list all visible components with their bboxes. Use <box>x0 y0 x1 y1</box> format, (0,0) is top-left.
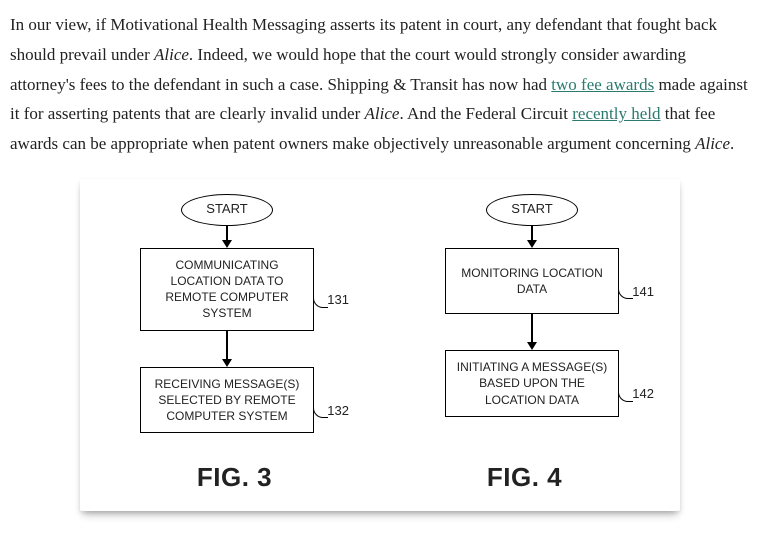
article-paragraph: In our view, if Motivational Health Mess… <box>10 10 749 159</box>
process-box: INITIATING A MESSAGE(S) BASED UPON THE L… <box>445 350 619 417</box>
reference-number: 131 <box>327 289 349 312</box>
figure-label: FIG. 3 <box>197 455 272 501</box>
process-box: COMMUNICATING LOCATION DATA TO REMOTE CO… <box>140 248 314 331</box>
arrow-icon <box>222 226 232 248</box>
reference-number: 142 <box>632 383 654 406</box>
text-segment: . And the Federal Circuit <box>399 104 572 123</box>
reference-connector <box>313 293 328 308</box>
process-step: RECEIVING MESSAGE(S) SELECTED BY REMOTE … <box>140 367 314 434</box>
arrow-icon <box>527 226 537 248</box>
reference-number: 132 <box>327 400 349 423</box>
start-node: START <box>486 194 578 226</box>
case-name: Alice <box>695 134 730 153</box>
case-name: Alice <box>365 104 400 123</box>
flowchart-fig3: START COMMUNICATING LOCATION DATA TO REM… <box>140 194 314 433</box>
flowcharts-row: START COMMUNICATING LOCATION DATA TO REM… <box>90 194 670 433</box>
link-two-fee-awards[interactable]: two fee awards <box>551 75 654 94</box>
process-step: INITIATING A MESSAGE(S) BASED UPON THE L… <box>445 350 619 417</box>
reference-connector <box>313 403 328 418</box>
patent-figure: START COMMUNICATING LOCATION DATA TO REM… <box>80 179 680 511</box>
reference-number: 141 <box>632 281 654 304</box>
link-recently-held[interactable]: recently held <box>572 104 660 123</box>
flowchart-fig4: START MONITORING LOCATION DATA 141 INITI… <box>445 194 619 433</box>
process-step: MONITORING LOCATION DATA 141 <box>445 248 619 314</box>
process-box: MONITORING LOCATION DATA <box>445 248 619 314</box>
text-segment: . <box>730 134 734 153</box>
arrow-icon <box>527 314 537 350</box>
arrow-icon <box>222 331 232 367</box>
reference-connector <box>618 387 633 402</box>
start-node: START <box>181 194 273 226</box>
process-step: COMMUNICATING LOCATION DATA TO REMOTE CO… <box>140 248 314 331</box>
case-name: Alice <box>154 45 189 64</box>
figure-labels-row: FIG. 3 FIG. 4 <box>90 455 670 501</box>
reference-connector <box>618 284 633 299</box>
figure-label: FIG. 4 <box>487 455 562 501</box>
process-box: RECEIVING MESSAGE(S) SELECTED BY REMOTE … <box>140 367 314 434</box>
